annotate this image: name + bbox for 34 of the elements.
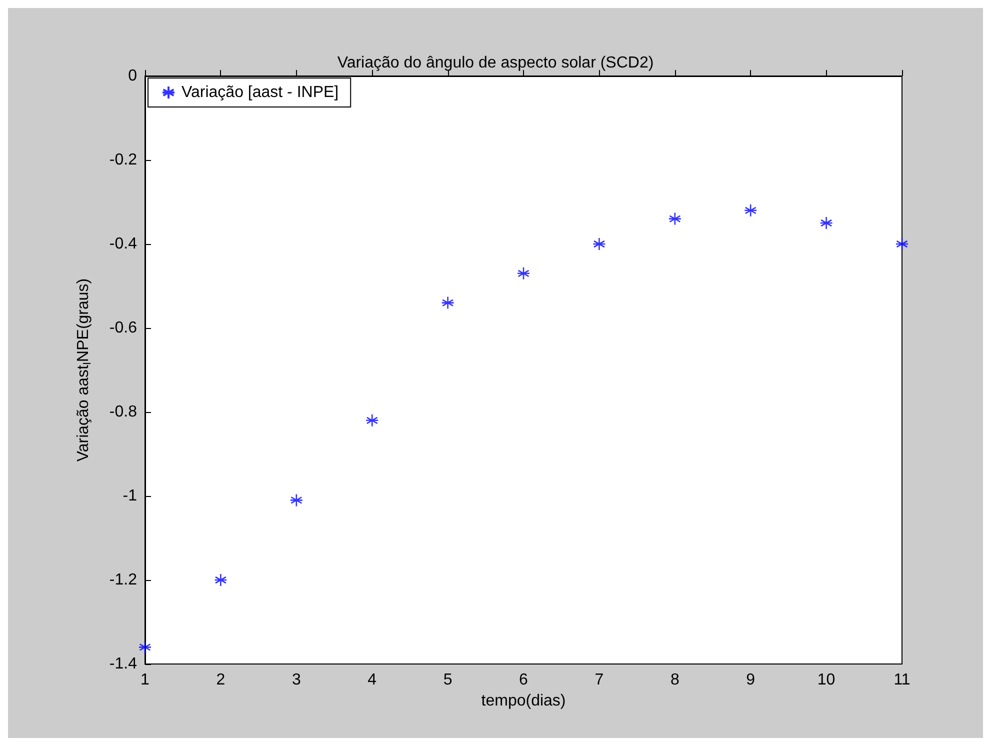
point — [290, 494, 304, 507]
y-tick-label: -1 — [122, 488, 138, 504]
legend-label: Variação [aast - INPE] — [182, 84, 339, 101]
point — [820, 216, 833, 230]
chart-title: Variação do ângulo de aspecto solar (SCD2) — [337, 54, 654, 72]
y-tick-label: 0 — [128, 68, 138, 84]
x-tick-label: 8 — [670, 672, 680, 688]
y-axis-title: Variação aastINPE(graus) — [75, 278, 94, 462]
x-axis-title: tempo(dias) — [481, 692, 566, 710]
x-tick-label: 2 — [216, 672, 226, 688]
y-tick-label: -1.4 — [109, 656, 138, 672]
x-tick-label: 4 — [368, 672, 377, 688]
x-tick-label: 1 — [140, 672, 150, 688]
point — [592, 237, 606, 251]
point — [744, 204, 758, 218]
y-tick-label: -0.8 — [109, 404, 138, 420]
x-tick-label: 11 — [894, 672, 910, 688]
y-tick-label: -1.2 — [109, 572, 138, 588]
x-tick-label: 3 — [292, 672, 301, 688]
point — [895, 237, 909, 251]
x-tick-label: 10 — [817, 672, 836, 688]
x-tick-label: 7 — [594, 672, 604, 688]
x-tick-label: 9 — [746, 672, 756, 688]
point — [138, 640, 152, 654]
y-tick-label: -0.4 — [109, 236, 138, 252]
x-tick-label: 5 — [443, 672, 452, 688]
y-tick-label: -0.2 — [109, 152, 138, 168]
point — [668, 212, 682, 226]
y-tick-label: -0.6 — [109, 320, 138, 336]
x-tick-label: 6 — [519, 672, 528, 688]
point — [441, 296, 454, 310]
point — [516, 266, 530, 280]
point — [365, 414, 379, 428]
point — [214, 573, 228, 587]
